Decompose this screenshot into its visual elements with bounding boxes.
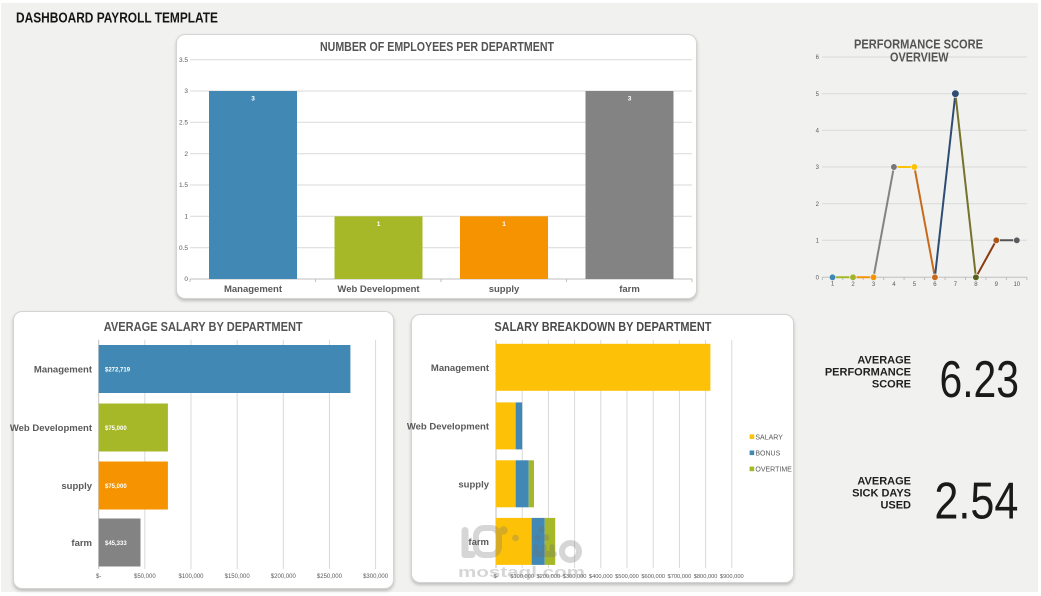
svg-text:supply: supply [489,284,520,295]
svg-text:BONUS: BONUS [755,451,780,458]
svg-text:2.5: 2.5 [179,120,188,127]
svg-text:AVERAGE: AVERAGE [857,476,911,488]
svg-text:SALARY: SALARY [755,434,783,441]
svg-text:$200,000: $200,000 [537,574,561,580]
svg-text:$900,000: $900,000 [720,574,744,580]
svg-text:$300,000: $300,000 [363,574,389,580]
svg-text:10: 10 [1013,282,1020,288]
svg-text:farm: farm [468,537,489,548]
svg-text:2: 2 [184,151,188,158]
svg-text:$-: $- [96,574,101,580]
svg-text:$300,000: $300,000 [563,574,587,580]
svg-text:1: 1 [502,221,506,228]
svg-text:4: 4 [816,129,820,135]
svg-text:$150,000: $150,000 [225,574,251,580]
svg-text:$45,333: $45,333 [105,541,127,547]
svg-text:AVERAGE SALARY BY DEPARTMENT: AVERAGE SALARY BY DEPARTMENT [104,319,303,334]
svg-text:0: 0 [816,276,820,282]
svg-text:$75,000: $75,000 [105,426,127,432]
svg-text:PERFORMANCE: PERFORMANCE [825,367,911,379]
svg-text:1: 1 [831,282,835,288]
svg-text:6.23: 6.23 [940,351,1020,409]
svg-text:NUMBER OF EMPLOYEES PER DEPART: NUMBER OF EMPLOYEES PER DEPARTMENT [320,39,554,54]
svg-text:0.5: 0.5 [179,245,188,252]
svg-text:6: 6 [816,55,820,61]
svg-text:OVERTIME: OVERTIME [755,467,792,474]
svg-text:supply: supply [458,479,489,490]
svg-text:SALARY BREAKDOWN BY DEPARTMENT: SALARY BREAKDOWN BY DEPARTMENT [494,319,711,334]
svg-text:farm: farm [619,284,640,295]
svg-text:Web Development: Web Development [407,421,490,432]
svg-text:3: 3 [816,165,820,171]
svg-text:0: 0 [184,276,188,283]
svg-text:OVERVIEW: OVERVIEW [890,50,949,65]
svg-text:1: 1 [816,239,820,245]
svg-text:$75,000: $75,000 [105,484,127,490]
svg-text:5: 5 [816,92,820,98]
svg-text:$800,000: $800,000 [694,574,718,580]
svg-text:USED: USED [880,500,911,512]
svg-text:$100,000: $100,000 [178,574,204,580]
svg-text:Web Development: Web Development [10,423,93,434]
svg-text:4: 4 [892,282,896,288]
svg-text:3: 3 [628,96,632,103]
svg-text:SICK DAYS: SICK DAYS [852,488,911,500]
svg-text:5: 5 [913,282,917,288]
svg-text:DASHBOARD PAYROLL TEMPLATE: DASHBOARD PAYROLL TEMPLATE [16,11,218,27]
svg-text:6: 6 [933,282,937,288]
svg-text:AVERAGE: AVERAGE [857,355,911,367]
svg-text:$100,000: $100,000 [510,574,534,580]
svg-text:$200,000: $200,000 [271,574,297,580]
svg-text:3: 3 [872,282,876,288]
svg-text:3: 3 [251,96,255,103]
svg-text:PERFORMANCE SCORE: PERFORMANCE SCORE [854,37,983,52]
svg-text:1: 1 [184,214,188,221]
svg-text:$50,000: $50,000 [134,574,156,580]
svg-text:3.5: 3.5 [179,57,188,64]
svg-text:8: 8 [974,282,978,288]
svg-text:2.54: 2.54 [934,473,1018,531]
svg-text:farm: farm [71,538,92,549]
svg-text:Web Development: Web Development [337,284,420,295]
svg-text:3: 3 [184,88,188,95]
svg-text:$500,000: $500,000 [615,574,639,580]
svg-text:$400,000: $400,000 [589,574,613,580]
svg-text:supply: supply [61,481,92,492]
svg-text:SCORE: SCORE [872,378,911,390]
svg-text:Management: Management [224,284,283,295]
svg-text:$250,000: $250,000 [317,574,343,580]
svg-text:mostaql.com: mostaql.com [458,564,585,581]
svg-text:Management: Management [34,365,93,376]
svg-text:2: 2 [851,282,855,288]
svg-text:$-: $- [493,574,498,580]
svg-text:Management: Management [431,363,490,374]
svg-text:7: 7 [954,282,958,288]
svg-text:$600,000: $600,000 [641,574,665,580]
svg-text:1.5: 1.5 [179,182,188,189]
svg-text:9: 9 [995,282,999,288]
svg-text:$700,000: $700,000 [668,574,692,580]
svg-text:1: 1 [377,221,381,228]
svg-text:$272,719: $272,719 [105,368,131,374]
svg-text:2: 2 [816,202,820,208]
